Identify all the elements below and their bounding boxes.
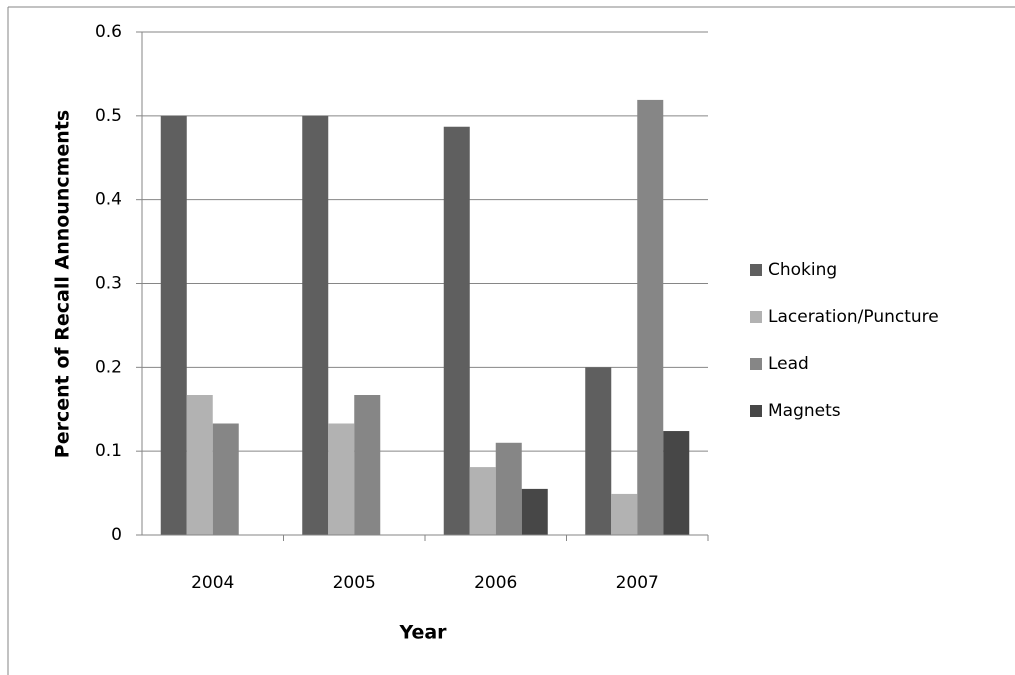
y-axis-title: Percent of Recall Announcments [52,110,74,458]
legend-swatch [750,264,762,276]
bar [611,493,638,535]
bar [212,423,239,535]
y-tick-label: 0.2 [95,357,122,377]
x-tick-label: 2005 [333,573,376,593]
y-tick-label: 0.6 [95,22,122,42]
legend-label: Laceration/Puncture [768,307,939,327]
y-tick-label: 0 [111,525,122,545]
bar [663,431,690,535]
legend-swatch [750,311,762,323]
y-tick-label: 0.4 [95,190,122,210]
bar [186,394,213,535]
x-tick-label: 2007 [616,573,659,593]
legend-swatch [750,405,762,417]
y-tick-label: 0.3 [95,274,122,294]
bar [637,99,664,535]
bar [443,126,470,536]
legend-label: Lead [768,354,809,374]
y-tick-label: 0.5 [95,106,122,126]
bar [469,467,496,535]
bar [495,442,522,535]
bar [328,423,355,535]
x-tick-label: 2006 [474,573,517,593]
x-tick-label: 2004 [191,573,234,593]
legend-label: Choking [768,260,837,280]
y-tick-label: 0.1 [95,441,122,461]
x-axis-title: Year [398,622,447,644]
bar [302,115,329,535]
bar [521,488,548,535]
legend-label: Magnets [768,401,841,421]
bar [160,115,187,535]
bar [354,394,381,535]
legend-swatch [750,358,762,370]
bar [585,367,612,535]
